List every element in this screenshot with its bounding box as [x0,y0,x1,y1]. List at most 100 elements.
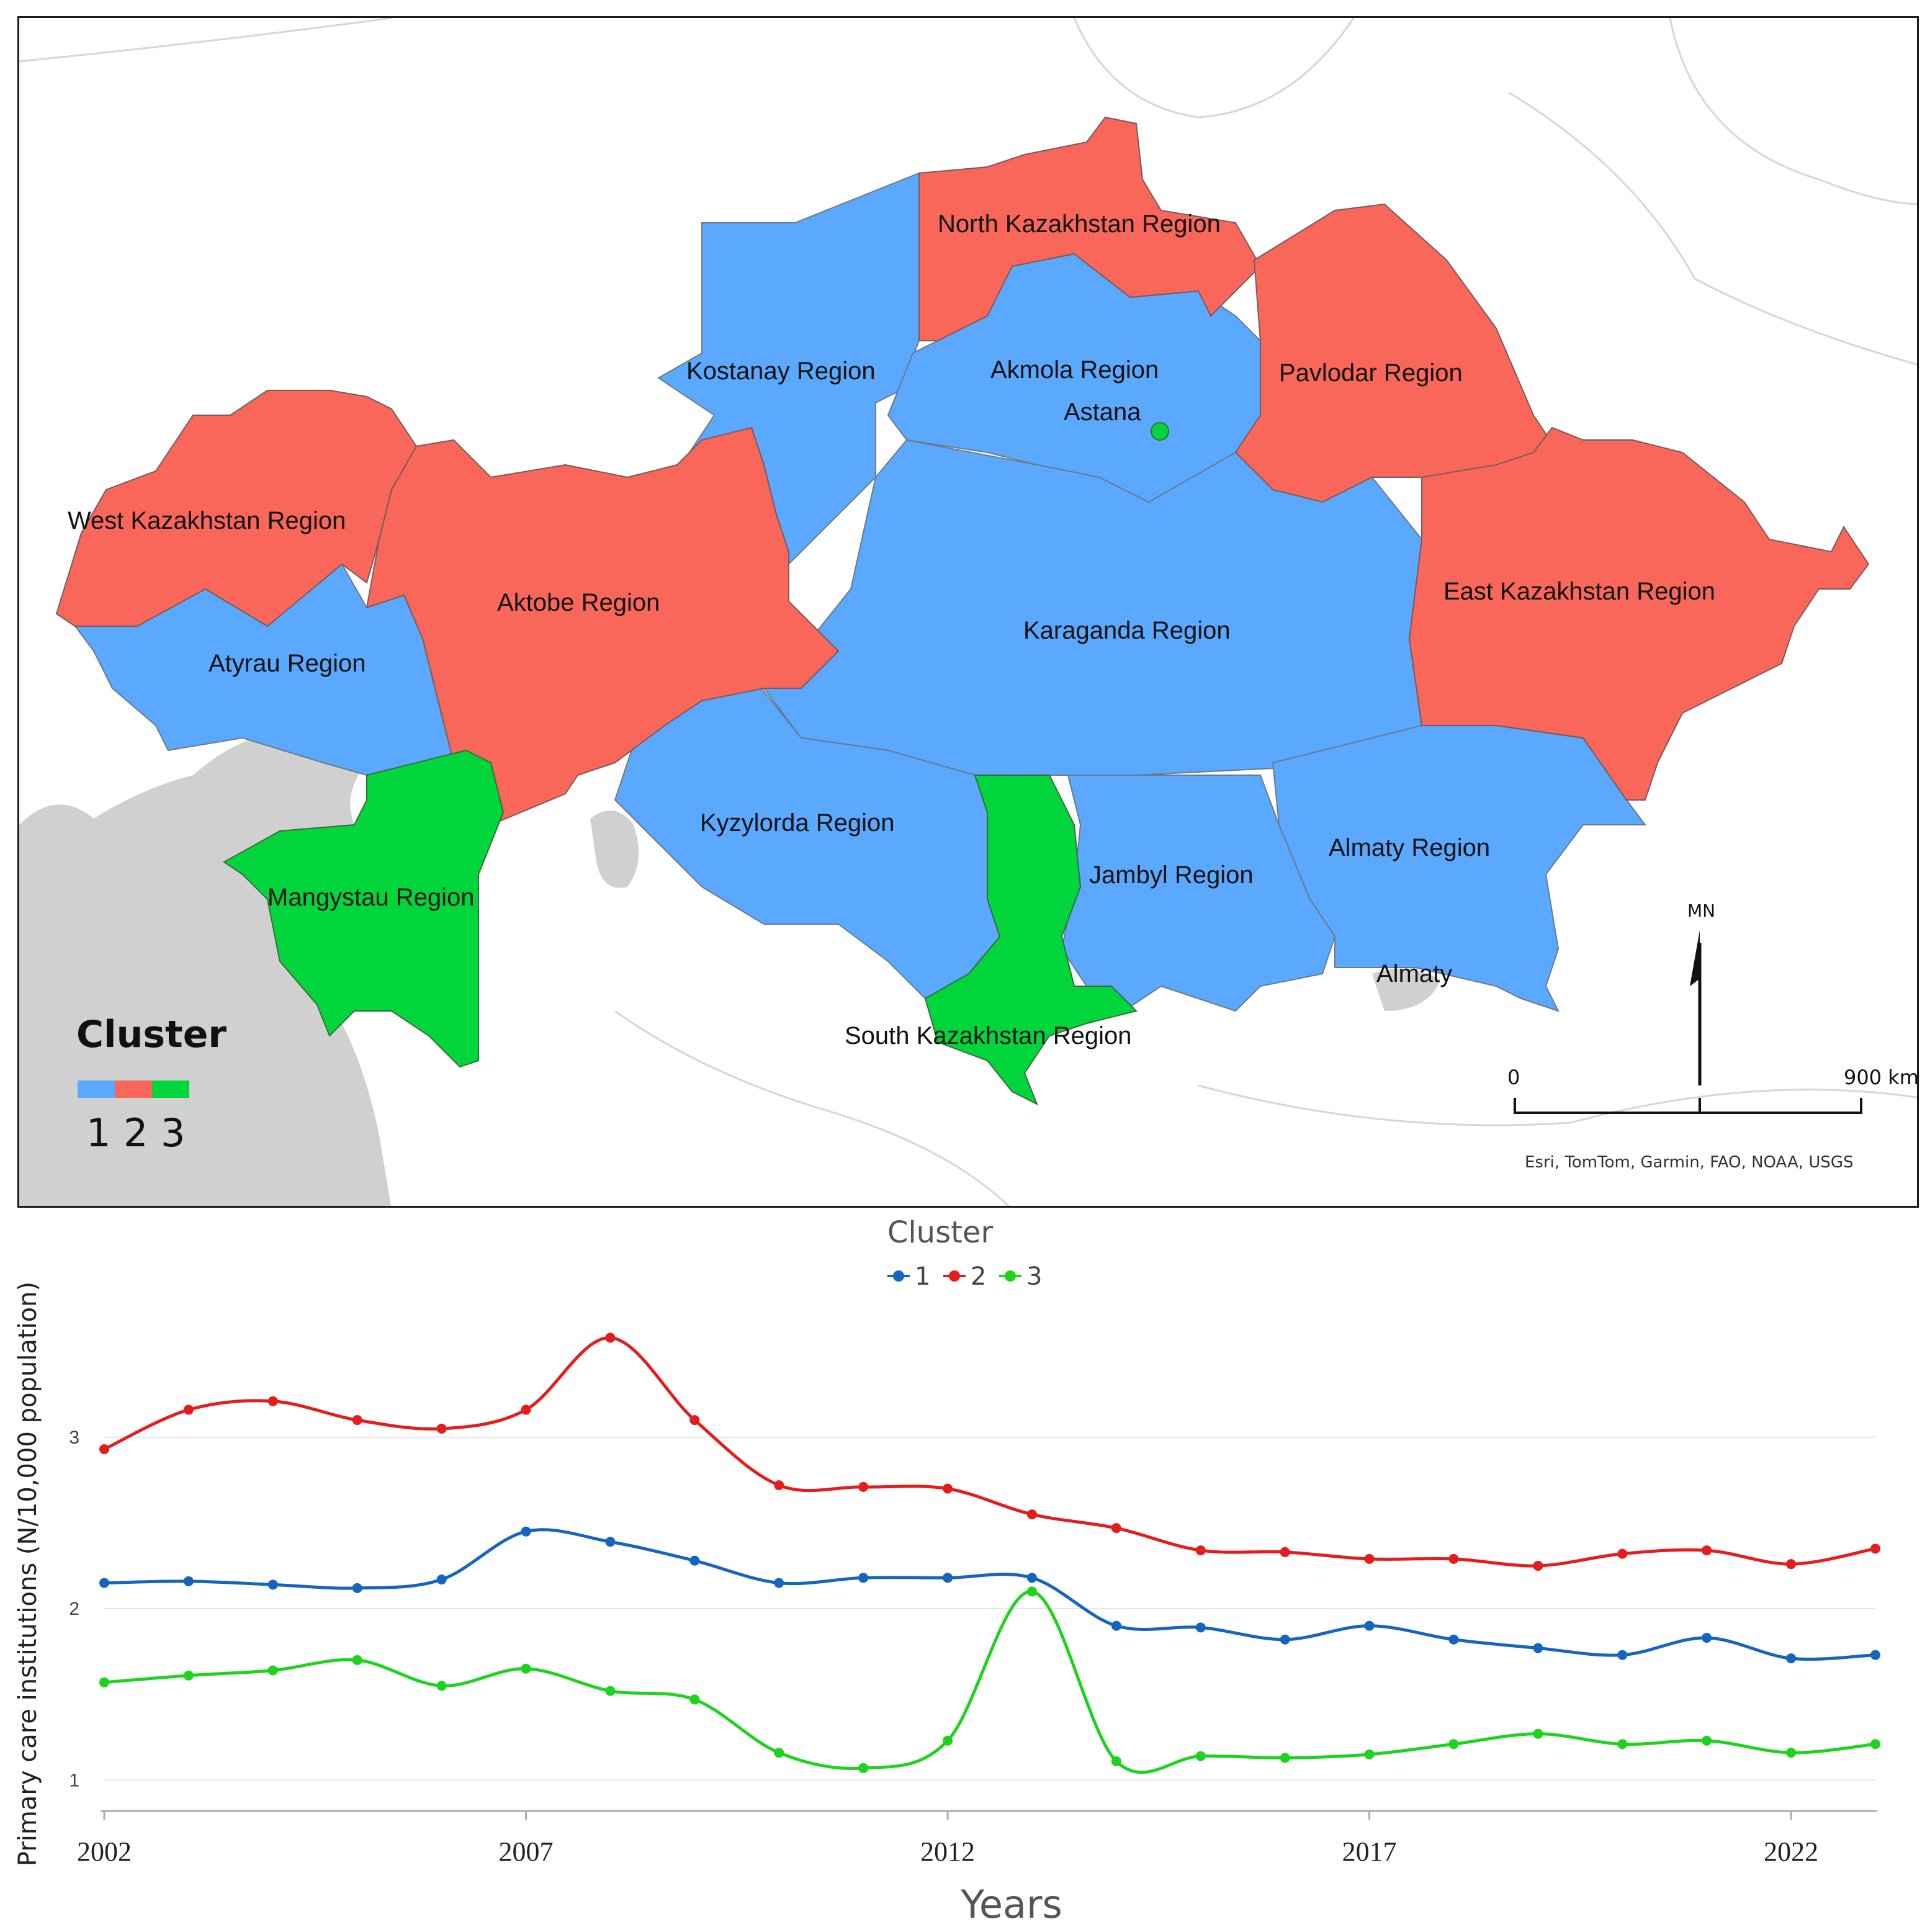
data-point-series-3 [1870,1739,1880,1750]
data-point-series-1 [774,1578,784,1588]
chart-legend: 1 2 3 [887,1262,1042,1291]
legend-title: Cluster [76,1013,227,1056]
data-point-series-3 [1364,1749,1375,1759]
data-point-series-3 [99,1677,109,1687]
data-point-series-3 [1026,1586,1037,1597]
legend-label-1: 1 [86,1110,110,1156]
data-point-series-1 [352,1583,362,1593]
x-tick-label: 2002 [77,1836,132,1867]
data-point-series-2 [1786,1559,1797,1570]
data-point-series-1 [1111,1620,1121,1631]
data-point-series-3 [436,1681,447,1691]
label-south-kazakhstan: South Kazakhstan Region [845,1022,1132,1049]
series-line-1 [104,1528,1876,1661]
data-point-series-2 [943,1483,953,1494]
data-point-series-3 [267,1665,278,1676]
data-point-series-1 [1786,1653,1797,1664]
legend-marker-1 [893,1270,904,1282]
data-point-series-1 [605,1537,616,1547]
data-point-series-3 [183,1670,194,1681]
data-point-series-3 [521,1663,531,1674]
label-kostanay: Kostanay Region [686,357,876,385]
region-mangystau [223,749,505,1068]
label-kyzylorda: Kyzylorda Region [700,809,895,837]
kazakhstan-cluster-map: North Kazakhstan Region Kostanay Region … [19,18,1919,1206]
data-point-series-3 [1280,1753,1290,1763]
data-point-series-2 [1195,1545,1206,1556]
region-labels: North Kazakhstan Region Kostanay Region … [68,210,1715,1049]
north-arrow: MN [1687,901,1715,1085]
region-astana [1151,422,1169,441]
label-almaty-region: Almaty Region [1329,834,1490,861]
scale-bar: 0 900 km [1507,1066,1919,1114]
y-axis-label: Primary care institutions (N/10,000 popu… [14,1282,42,1866]
data-point-series-3 [1195,1751,1206,1761]
north-arrow-icon [1690,930,1700,986]
region-pavlodar [1234,203,1560,503]
data-point-series-2 [1448,1553,1459,1564]
x-tick-label: 2012 [920,1836,975,1867]
data-point-series-3 [352,1655,362,1665]
data-point-series-2 [183,1404,194,1415]
data-point-series-2 [858,1481,869,1492]
data-point-series-1 [1870,1650,1880,1660]
x-tick-label: 2022 [1764,1836,1818,1867]
data-point-series-1 [1026,1573,1037,1583]
cluster-2-regions [55,116,1870,826]
data-point-series-1 [1617,1650,1628,1660]
data-point-series-3 [1617,1739,1628,1750]
data-point-series-1 [1448,1634,1459,1645]
label-astana: Astana [1064,398,1141,426]
data-point-series-2 [1111,1523,1121,1534]
legend-swatch-1 [78,1081,115,1098]
label-jambyl: Jambyl Region [1089,861,1254,889]
balkhash-lake [1372,969,1440,1011]
data-point-series-1 [1280,1634,1290,1645]
aral-sea [590,811,639,888]
data-point-series-2 [605,1332,616,1343]
data-point-series-1 [943,1573,953,1583]
series-line-2 [103,1336,1876,1568]
label-atyrau: Atyrau Region [209,650,366,677]
data-point-series-2 [436,1423,447,1434]
data-point-series-2 [1364,1553,1375,1564]
data-point-series-3 [943,1735,953,1746]
data-point-series-1 [521,1526,531,1537]
scale-start-label: 0 [1507,1066,1520,1089]
data-point-series-2 [1617,1548,1628,1559]
legend-label-3: 3 [1026,1262,1042,1291]
data-point-series-1 [99,1578,109,1588]
label-east-kazakhstan: East Kazakhstan Region [1443,578,1715,605]
cluster-line-chart: Cluster 1 2 3 1 2 3 2002 2007 2012 2017 2022 Yea… [14,1215,1880,1927]
data-point-series-2 [689,1415,700,1426]
legend-swatch-3 [152,1081,189,1098]
y-tick-label: 1 [69,1770,79,1790]
label-north-kazakhstan: North Kazakhstan Region [938,210,1221,238]
data-point-series-1 [436,1575,447,1585]
data-point-series-3 [774,1748,784,1758]
label-aktobe: Aktobe Region [497,589,660,616]
region-north-kazakhstan [918,116,1262,341]
data-point-series-3 [1448,1739,1459,1750]
data-point-series-1 [1195,1622,1206,1633]
legend-swatch-2 [115,1081,152,1098]
label-almaty-city: Almaty [1376,960,1452,987]
data-point-series-2 [521,1404,531,1415]
data-point-series-2 [1026,1509,1037,1520]
data-point-series-2 [1702,1545,1712,1556]
label-akmola: Akmola Region [990,356,1159,384]
region-south-kazakhstan [924,775,1138,1106]
attribution-text: Esri, TomTom, Garmin, FAO, NOAA, USGS [1525,1153,1854,1172]
legend-label-2: 2 [971,1262,986,1291]
cluster-3-regions [223,422,1169,1106]
chart-legend-title: Cluster [887,1215,994,1250]
scale-end-label: 900 km [1844,1066,1919,1089]
map-panel: North Kazakhstan Region Kostanay Region … [17,16,1919,1208]
label-mangystau: Mangystau Region [267,884,475,911]
data-point-series-3 [1702,1735,1712,1746]
data-point-series-2 [1870,1543,1880,1554]
x-tick-label: 2017 [1342,1836,1397,1867]
region-aktobe [366,426,840,826]
data-point-series-2 [774,1480,784,1491]
data-point-series-2 [352,1415,362,1426]
